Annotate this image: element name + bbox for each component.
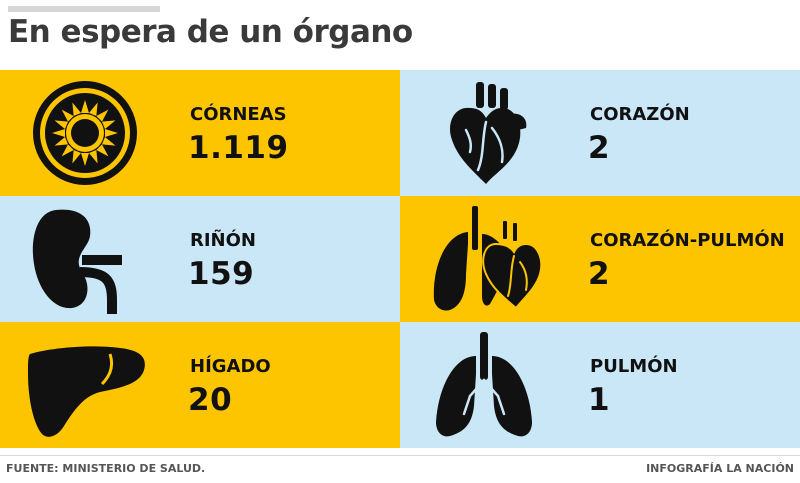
footer-credit: INFOGRAFÍA LA NACIÓN: [646, 462, 794, 475]
organ-value: 2: [588, 130, 611, 166]
organ-label: CORAZÓN: [590, 104, 690, 125]
heart-icon: [420, 78, 550, 188]
organ-card-corneas: CÓRNEAS 1.119: [0, 70, 400, 196]
cornea-icon: [20, 78, 150, 188]
organ-label: CÓRNEAS: [190, 104, 287, 125]
page-title: En espera de un órgano: [8, 14, 413, 50]
organ-card-rinon: RIÑÓN 159: [0, 196, 400, 322]
organ-card-corazon-pulmon: CORAZÓN-PULMÓN 2: [400, 196, 800, 322]
liver-icon: [20, 330, 150, 440]
lungs-icon: [420, 330, 550, 440]
organ-label: CORAZÓN-PULMÓN: [590, 230, 785, 251]
organ-value: 2: [588, 256, 611, 292]
organ-label: RIÑÓN: [190, 230, 256, 251]
top-accent-bar: [8, 6, 160, 12]
organ-value: 159: [188, 256, 255, 292]
organ-label: HÍGADO: [190, 356, 271, 377]
organ-card-pulmon: PULMÓN 1: [400, 322, 800, 448]
kidney-icon: [20, 204, 150, 314]
heart-lung-icon: [420, 204, 550, 314]
organ-value: 1: [588, 382, 611, 418]
footer-source: FUENTE: MINISTERIO DE SALUD.: [6, 462, 206, 475]
organ-value: 1.119: [188, 130, 289, 166]
organ-label: PULMÓN: [590, 356, 678, 377]
organ-card-corazon: CORAZÓN 2: [400, 70, 800, 196]
organ-card-higado: HÍGADO 20: [0, 322, 400, 448]
footer-divider: [0, 455, 800, 456]
organ-grid: CÓRNEAS 1.119 CORAZÓN 2: [0, 70, 800, 448]
organ-value: 20: [188, 382, 233, 418]
